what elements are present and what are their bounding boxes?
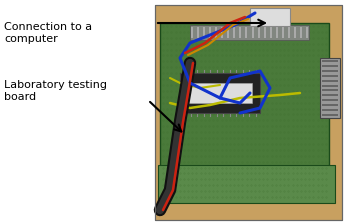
Bar (258, 27, 259, 38)
Bar (306, 27, 308, 38)
Bar (246, 27, 247, 38)
Bar (320, 58, 340, 118)
Bar (221, 27, 223, 38)
Bar (322, 70, 338, 72)
Bar (322, 99, 338, 101)
Bar (322, 94, 338, 96)
Bar (322, 114, 338, 116)
Bar (276, 27, 278, 38)
Bar (191, 27, 193, 38)
Bar (288, 27, 290, 38)
Bar (209, 27, 211, 38)
Bar (180, 73, 260, 113)
Bar (160, 23, 329, 200)
Bar (322, 104, 338, 106)
Bar (188, 83, 252, 103)
Bar (250, 8, 290, 26)
Bar (158, 165, 335, 203)
Bar (203, 27, 205, 38)
Bar (322, 75, 338, 77)
Text: Laboratory testing
board: Laboratory testing board (4, 80, 107, 102)
Bar (322, 89, 338, 91)
Bar (322, 60, 338, 62)
Bar (282, 27, 284, 38)
Bar (252, 27, 254, 38)
Bar (322, 85, 338, 87)
Bar (233, 27, 235, 38)
Bar (300, 27, 302, 38)
Bar (264, 27, 266, 38)
Text: Connection to a
computer: Connection to a computer (4, 22, 92, 44)
Bar (227, 27, 229, 38)
Bar (294, 27, 296, 38)
Bar (239, 27, 241, 38)
Bar (322, 65, 338, 67)
Bar (215, 27, 217, 38)
Bar (322, 109, 338, 111)
Bar (197, 27, 199, 38)
Bar (155, 5, 342, 220)
Bar (155, 5, 342, 220)
Bar (270, 27, 272, 38)
Bar (322, 80, 338, 82)
Bar (190, 25, 309, 40)
